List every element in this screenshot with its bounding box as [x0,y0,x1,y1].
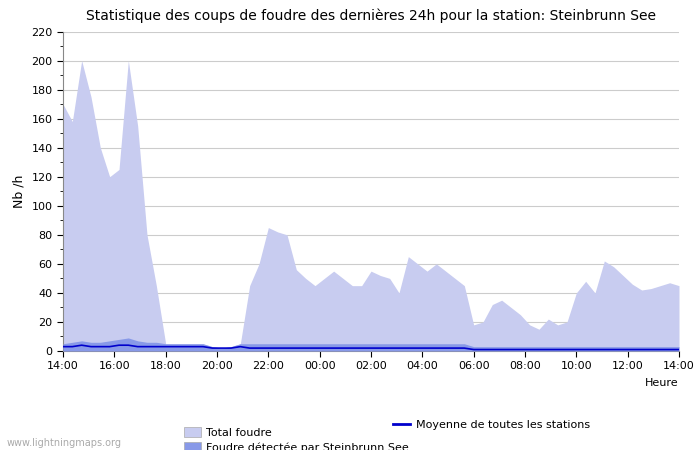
Title: Statistique des coups de foudre des dernières 24h pour la station: Steinbrunn Se: Statistique des coups de foudre des dern… [86,9,656,23]
Text: Heure: Heure [645,378,679,388]
Legend: Moyenne de toutes les stations: Moyenne de toutes les stations [389,415,594,435]
Text: www.lightningmaps.org: www.lightningmaps.org [7,438,122,448]
Y-axis label: Nb /h: Nb /h [13,175,26,208]
